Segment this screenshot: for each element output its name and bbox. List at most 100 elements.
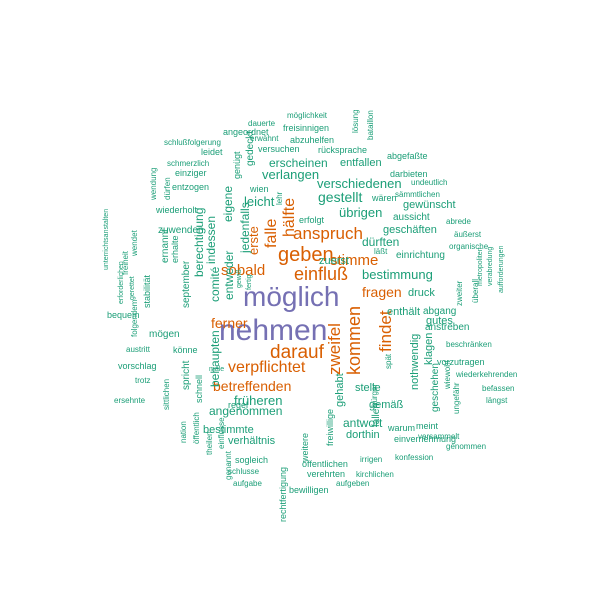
word: entfallen bbox=[340, 157, 382, 169]
word: genügt bbox=[232, 151, 242, 179]
word: leicht bbox=[244, 194, 275, 209]
word: gerettet bbox=[129, 276, 136, 300]
word: gehabt bbox=[334, 373, 346, 407]
word: könne bbox=[173, 345, 198, 355]
word: nation bbox=[179, 421, 188, 443]
word: male bbox=[209, 366, 225, 373]
word: zweifel bbox=[325, 323, 344, 375]
word: genommen bbox=[446, 442, 487, 451]
word: schmerzlich bbox=[167, 159, 210, 168]
word: unterrichtsanstalten bbox=[103, 208, 110, 270]
word: ersehnte bbox=[114, 396, 146, 405]
word: zweiter bbox=[455, 280, 464, 306]
word: austritt bbox=[126, 345, 151, 354]
word: hälfte bbox=[281, 197, 298, 237]
word: rücksprache bbox=[318, 145, 368, 155]
word: sittlichen bbox=[162, 378, 171, 410]
word: fragen bbox=[362, 284, 402, 300]
word: dauerte bbox=[248, 119, 276, 128]
word: gewünscht bbox=[403, 199, 456, 211]
word: jedenfalls bbox=[238, 202, 252, 253]
word: behaupten bbox=[208, 330, 222, 387]
word: erhalte bbox=[170, 235, 180, 263]
word: geschehen bbox=[430, 363, 441, 412]
word: wären bbox=[372, 193, 397, 203]
word: darauf bbox=[270, 342, 324, 363]
word: wiederholt bbox=[156, 205, 198, 215]
word: abgang bbox=[423, 306, 457, 317]
word: klagen bbox=[423, 332, 435, 365]
word: wien bbox=[250, 184, 269, 194]
word: gewiß bbox=[236, 269, 243, 288]
word: versammelt bbox=[418, 432, 460, 441]
word: stabilität bbox=[142, 274, 152, 308]
word: bequem bbox=[107, 310, 140, 320]
word: einflusse bbox=[217, 417, 226, 449]
word: läßt bbox=[374, 247, 388, 256]
word: ungefähr bbox=[452, 382, 461, 414]
word: einvernehmung bbox=[394, 434, 457, 444]
word: warum bbox=[388, 423, 416, 433]
word: gutes bbox=[426, 315, 453, 327]
word: kommen bbox=[344, 305, 364, 375]
word: mögen bbox=[149, 329, 180, 340]
word: verpflichtet bbox=[228, 359, 306, 376]
word: schnell bbox=[194, 374, 204, 403]
word: dürften bbox=[362, 235, 400, 249]
word: berechtigung bbox=[192, 207, 206, 277]
word: irrigen bbox=[360, 455, 383, 464]
word: öffentlich bbox=[192, 412, 201, 444]
word: entweder bbox=[222, 250, 236, 300]
word: comité bbox=[208, 266, 222, 302]
word: bewilligen bbox=[289, 485, 329, 495]
word: verhältnis bbox=[228, 435, 276, 447]
word: enthält bbox=[387, 306, 421, 318]
word: äußerst bbox=[454, 230, 482, 239]
word: aufgabe bbox=[233, 479, 262, 488]
word: organische bbox=[449, 242, 489, 251]
word: vorschlag bbox=[118, 361, 157, 371]
word: druck bbox=[408, 287, 435, 299]
word: einfluß bbox=[294, 264, 349, 284]
word: dürfen bbox=[163, 177, 172, 200]
word: verschiedenen bbox=[317, 176, 402, 191]
word: übrigen bbox=[339, 205, 383, 220]
word: erfolgt bbox=[299, 215, 325, 225]
word: nothwendig bbox=[409, 333, 421, 390]
word: angenommen bbox=[209, 404, 283, 418]
word: stelle bbox=[355, 382, 381, 394]
word: erwähnt bbox=[250, 134, 279, 143]
word: möglichkeit bbox=[287, 111, 328, 120]
word: versuchen bbox=[258, 144, 300, 154]
word: dorthin bbox=[346, 429, 380, 441]
word: aussicht bbox=[393, 212, 430, 223]
word: indessen bbox=[204, 215, 218, 264]
word: september bbox=[181, 260, 192, 308]
word: weitere bbox=[300, 432, 310, 462]
word: einziger bbox=[175, 168, 207, 178]
word: ferner bbox=[211, 315, 248, 331]
word: sobald bbox=[221, 262, 266, 279]
word: längst bbox=[486, 396, 508, 405]
word: bataillon bbox=[366, 110, 375, 140]
word: verabredung bbox=[487, 246, 494, 286]
word: gestellt bbox=[318, 189, 363, 205]
word: lösung bbox=[351, 109, 360, 133]
word: betreffenden bbox=[213, 378, 292, 394]
word: meint bbox=[416, 421, 439, 431]
word: anstreben bbox=[425, 322, 470, 333]
word: spät bbox=[384, 353, 393, 369]
word: erscheinen bbox=[269, 156, 328, 170]
word: früheren bbox=[234, 393, 283, 408]
word: entzogen bbox=[172, 182, 210, 192]
word: angeordnet bbox=[223, 127, 269, 137]
word: wendet bbox=[130, 230, 139, 256]
word: wiewohl bbox=[443, 360, 452, 389]
word: konfession bbox=[395, 453, 434, 462]
word: theilen bbox=[205, 431, 214, 455]
word: verlangen bbox=[262, 167, 320, 182]
word: freiwillige bbox=[325, 408, 335, 446]
word: schlußfolgerung bbox=[164, 138, 221, 147]
word: abrede bbox=[446, 217, 471, 226]
